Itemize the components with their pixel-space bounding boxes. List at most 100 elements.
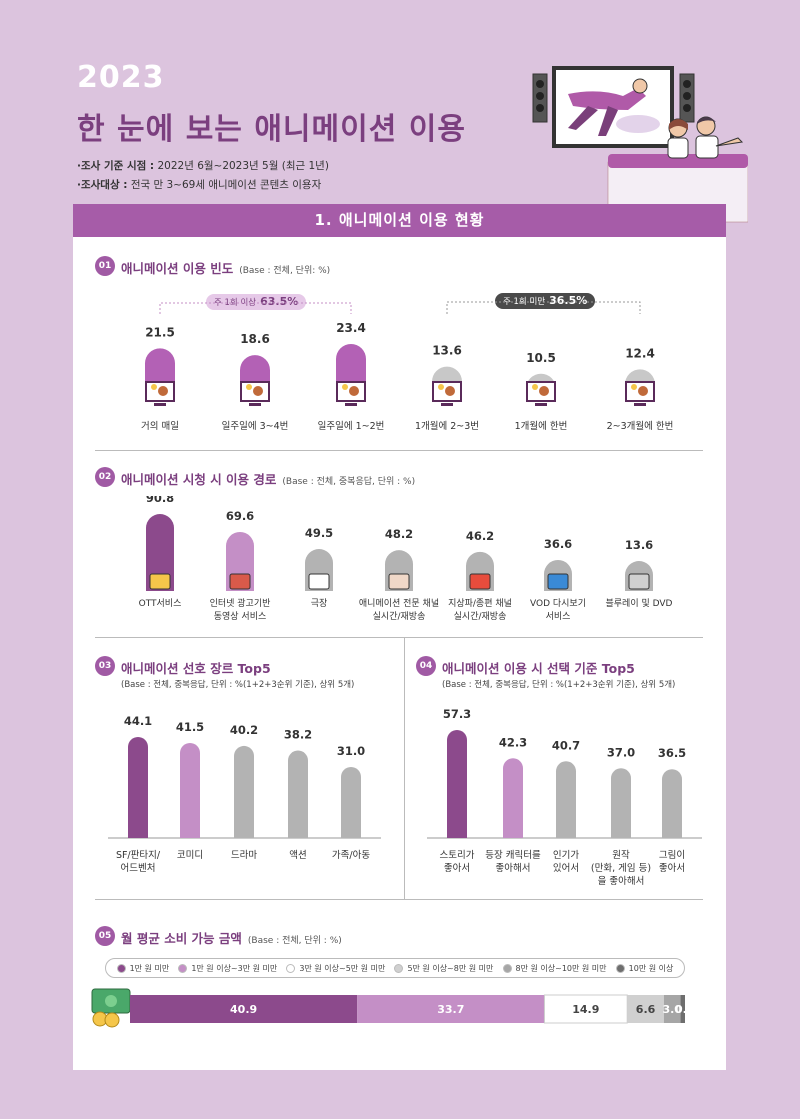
section-04-title: 애니메이션 이용 시 선택 기준 Top5 xyxy=(442,661,635,676)
usage-frequency-chart: 21.5 거의 매일 18.6 일주일에 3~4번 23.4 일주일에 1~2번 13.6 1… xyxy=(141,301,674,432)
legend-label: 10만 원 이상 xyxy=(628,963,674,973)
monitor-icon xyxy=(526,381,556,406)
route-value-label: 13.6 xyxy=(625,538,653,552)
genre-value-label: 38.2 xyxy=(284,728,312,742)
route-icon xyxy=(229,573,251,590)
frequency-category-label: 2~3개월에 한번 xyxy=(607,420,674,432)
legend-item: 3만 원 이상~5만 원 미만 xyxy=(286,963,385,974)
legend-swatch xyxy=(116,963,126,973)
frequency-category-label: 일주일에 3~4번 xyxy=(222,421,289,432)
route-icon xyxy=(308,573,330,590)
route-icon xyxy=(149,573,171,590)
survey-target-label: ·조사대상 : xyxy=(77,179,128,191)
legend-label: 5만 원 이상~8만 원 미만 xyxy=(407,963,494,973)
route-bar xyxy=(146,514,174,591)
frequency-value-label: 10.5 xyxy=(526,351,556,365)
criteria-value-label: 57.3 xyxy=(443,707,471,721)
spending-value-label: 33.7 xyxy=(437,1003,464,1016)
legend-label: 8만 원 이상~10만 원 미만 xyxy=(515,963,607,973)
year-label: 2023 xyxy=(77,60,165,95)
section-03-number: 03 xyxy=(95,656,115,676)
frequency-value-label: 23.4 xyxy=(336,321,366,335)
section-01-base: (Base : 전체, 단위: %) xyxy=(239,266,331,276)
genre-bar xyxy=(341,767,361,838)
criteria-category-label: 좋아서 xyxy=(659,863,685,874)
frequency-category-label: 일주일에 1~2번 xyxy=(318,421,385,432)
spending-value-label: 0.8 xyxy=(675,1003,695,1016)
page-title: 한 눈에 보는 애니메이션 이용 xyxy=(77,112,466,147)
content-card: 1. 애니메이션 이용 현황 01 애니메이션 이용 빈도 (Base : 전체,… xyxy=(73,204,726,1070)
genre-bar xyxy=(128,737,148,838)
criteria-bar xyxy=(556,761,576,838)
criteria-value-label: 42.3 xyxy=(499,735,527,749)
survey-period: ·조사 기준 시점 : 2022년 6월~2023년 5월 (최근 1년) xyxy=(77,158,329,173)
genre-category-label: 코미디 xyxy=(177,850,203,861)
genre-value-label: 44.1 xyxy=(124,714,152,728)
tv-watching-illustration xyxy=(532,66,748,223)
frequency-value-label: 18.6 xyxy=(240,332,270,346)
legend-swatch xyxy=(286,963,296,973)
frequency-value-label: 13.6 xyxy=(432,344,462,358)
route-category-label: 동영상 서비스 xyxy=(214,611,267,622)
legend-item: 8만 원 이상~10만 원 미만 xyxy=(502,963,607,974)
frequency-value-label: 21.5 xyxy=(145,325,175,339)
route-icon xyxy=(388,573,410,590)
route-category-label: 애니메이션 전문 채널 xyxy=(359,598,439,609)
section-03-base: (Base : 전체, 중복응답, 단위 : %(1+2+3순위 기준), 상위… xyxy=(121,680,355,690)
group-monthly-value: 36.5% xyxy=(549,294,588,307)
genre-category-label: SF/판타지/ xyxy=(116,850,161,861)
section-04-number: 04 xyxy=(416,656,436,676)
route-value-label: 90.8 xyxy=(146,496,174,505)
legend-item: 1만 원 이상~3만 원 미만 xyxy=(178,963,277,974)
spending-stacked-bar: 40.9 33.7 14.9 6.6 3.00.8 xyxy=(91,988,695,1028)
route-category-label: 지상파/종편 채널 xyxy=(448,597,512,609)
criteria-category-label: 인기가 xyxy=(553,850,579,861)
frequency-value-label: 12.4 xyxy=(625,346,655,360)
legend-swatch xyxy=(178,963,188,973)
route-category-label: 실시간/재방송 xyxy=(373,611,426,622)
route-value-label: 46.2 xyxy=(466,529,494,543)
spending-legend: 1만 원 미만 1만 원 이상~3만 원 미만 3만 원 이상~5만 원 미만 5만 … xyxy=(105,958,685,978)
criteria-value-label: 37.0 xyxy=(607,745,635,759)
frequency-category-label: 1개월에 2~3번 xyxy=(415,420,479,432)
spending-segment xyxy=(663,995,681,1023)
survey-target: ·조사대상 : 전국 만 3~69세 애니메이션 콘텐츠 이용자 xyxy=(77,177,321,192)
genre-category-label: 어드벤처 xyxy=(121,862,156,874)
section-05-title: 월 평균 소비 가능 금액 (Base : 전체, 단위 : %) xyxy=(121,928,342,947)
divider-1 xyxy=(95,450,703,451)
group-weekly-pill: 주 1회 이상 63.5% xyxy=(206,294,307,310)
group-bracket-lines xyxy=(159,301,641,314)
divider-3 xyxy=(95,899,703,900)
route-category-label: OTT서비스 xyxy=(139,598,182,609)
route-value-label: 49.5 xyxy=(305,526,333,540)
legend-label: 1만 원 이상~3만 원 미만 xyxy=(191,963,278,973)
divider-2 xyxy=(95,637,703,638)
route-icon xyxy=(469,573,491,590)
criteria-category-label: 등장 캐릭터를 xyxy=(485,849,541,861)
criteria-category-label: (만화, 게임 등) xyxy=(591,862,651,874)
spending-value-label: 40.9 xyxy=(230,1003,257,1016)
spending-segment xyxy=(680,995,685,1023)
frequency-category-label: 1개월에 한번 xyxy=(515,420,568,432)
route-category-label: 실시간/재방송 xyxy=(454,611,507,622)
genre-top5-chart: 44.1 SF/판타지/어드벤처 41.5 코미디 40.2 드라마 38.2 액션 31.0 가… xyxy=(108,714,381,874)
survey-period-label: ·조사 기준 시점 : xyxy=(77,160,155,172)
section-01-number: 01 xyxy=(95,256,115,276)
legend-label: 1만 원 미만 xyxy=(129,963,170,973)
spending-value-label: 6.6 xyxy=(636,1003,656,1016)
monitor-icon xyxy=(145,381,175,406)
divider-vertical xyxy=(404,637,405,899)
criteria-category-label: 그림이 xyxy=(659,849,685,861)
genre-category-label: 가족/아동 xyxy=(332,850,370,861)
criteria-value-label: 36.5 xyxy=(658,746,686,760)
criteria-category-label: 원작 xyxy=(612,850,630,861)
route-category-label: 블루레이 및 DVD xyxy=(606,597,673,609)
genre-category-label: 드라마 xyxy=(231,850,257,861)
criteria-category-label: 스토리가 xyxy=(440,850,475,861)
route-value-label: 48.2 xyxy=(385,527,413,541)
route-value-label: 36.6 xyxy=(544,537,572,551)
section-05-number: 05 xyxy=(95,926,115,946)
monitor-icon xyxy=(625,381,655,406)
route-icon xyxy=(628,573,650,590)
criteria-bar xyxy=(662,769,682,838)
